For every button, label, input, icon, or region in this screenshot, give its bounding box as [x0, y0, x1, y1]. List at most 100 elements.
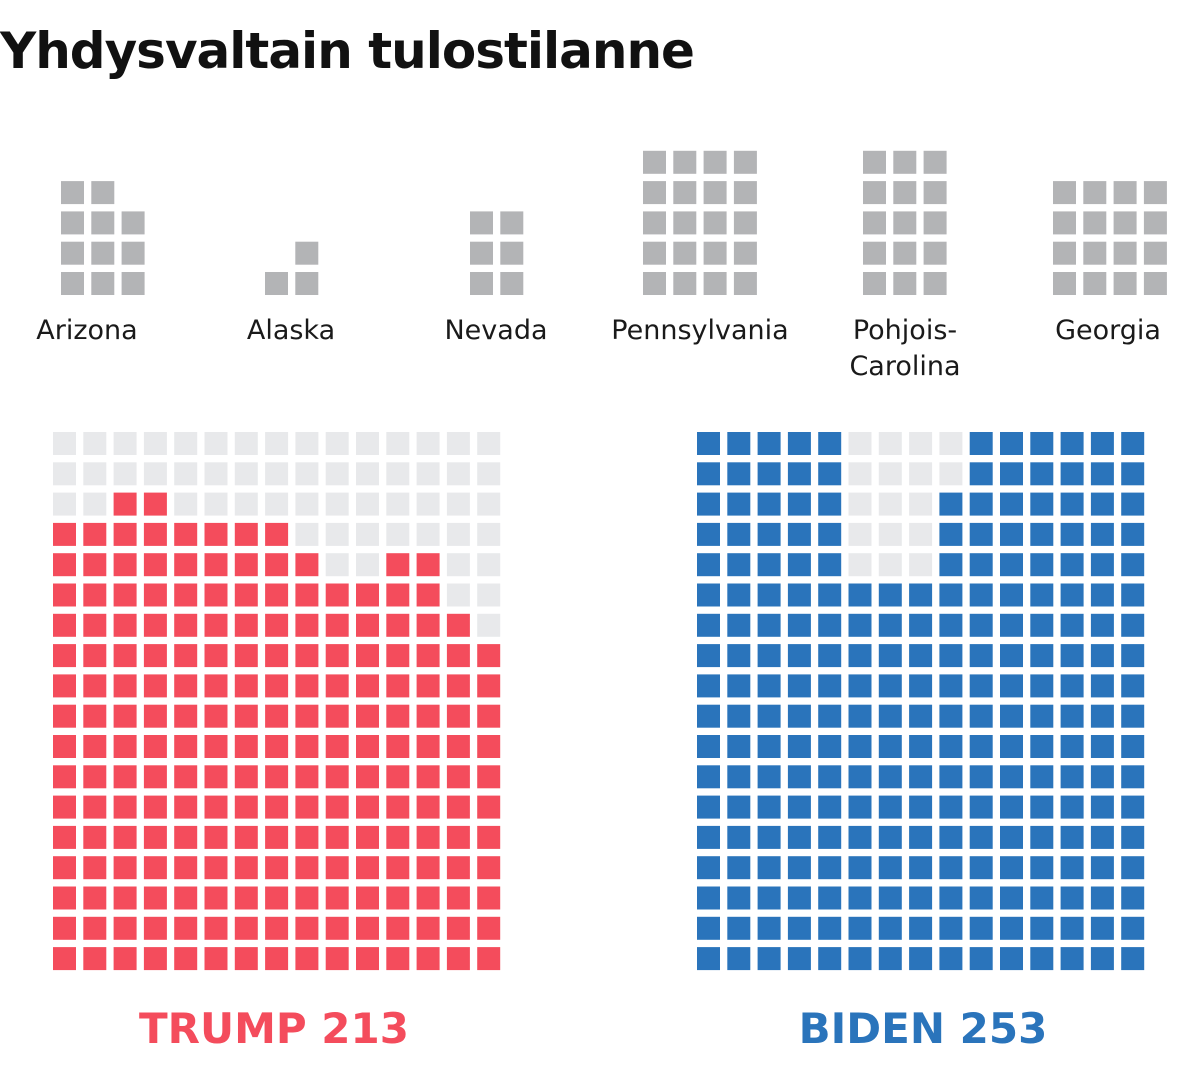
- biden-electoral-vote: [818, 795, 842, 819]
- biden-electoral-vote: [818, 644, 842, 668]
- biden-electoral-vote: [697, 735, 720, 758]
- trump-electoral-vote: [356, 886, 379, 910]
- biden-electoral-vote: [1060, 583, 1084, 607]
- trump-electoral-vote: [53, 644, 76, 668]
- biden-electoral-vote: [757, 886, 781, 910]
- trump-electoral-vote: [446, 947, 470, 971]
- trump-electoral-vote: [325, 644, 349, 668]
- biden-electoral-vote: [697, 492, 720, 516]
- biden-electoral-vote: [909, 856, 933, 880]
- biden-electoral-vote: [697, 644, 720, 668]
- empty-slot: [204, 462, 228, 486]
- trump-electoral-vote: [416, 553, 440, 577]
- biden-electoral-vote: [1090, 765, 1114, 789]
- empty-slot: [416, 432, 440, 455]
- biden-electoral-vote: [939, 856, 963, 880]
- trump-electoral-vote: [416, 644, 440, 668]
- state-square: [863, 150, 886, 174]
- biden-electoral-vote: [1060, 553, 1084, 577]
- trump-electoral-vote: [295, 674, 319, 698]
- biden-electoral-vote: [939, 644, 963, 668]
- trump-electoral-vote: [477, 947, 501, 971]
- trump-electoral-vote: [83, 795, 107, 819]
- biden-electoral-vote: [1090, 825, 1114, 849]
- trump-electoral-vote: [174, 916, 198, 940]
- state-square: [91, 241, 115, 265]
- biden-electoral-vote: [1000, 583, 1023, 607]
- trump-electoral-vote: [53, 886, 76, 910]
- trump-electoral-vote: [325, 674, 349, 698]
- biden-electoral-vote: [787, 735, 811, 758]
- trump-electoral-vote: [204, 522, 228, 546]
- empty-slot: [325, 522, 349, 546]
- trump-electoral-vote: [446, 735, 470, 758]
- empty-slot: [477, 583, 501, 607]
- empty-slot: [386, 492, 410, 516]
- trump-electoral-vote: [325, 916, 349, 940]
- empty-slot: [386, 462, 410, 486]
- state-square: [470, 241, 493, 265]
- biden-electoral-vote: [878, 704, 902, 728]
- state-square: [121, 211, 145, 235]
- trump-electoral-vote: [446, 765, 470, 789]
- biden-electoral-vote: [1030, 886, 1054, 910]
- biden-electoral-vote: [1090, 644, 1114, 668]
- trump-electoral-vote: [265, 522, 289, 546]
- biden-electoral-vote: [787, 825, 811, 849]
- biden-electoral-vote: [969, 856, 993, 880]
- biden-electoral-vote: [818, 492, 842, 516]
- biden-electoral-vote: [727, 674, 751, 698]
- empty-slot: [356, 492, 379, 516]
- biden-electoral-vote: [878, 825, 902, 849]
- state-square: [1143, 272, 1167, 295]
- empty-slot: [234, 492, 258, 516]
- biden-electoral-vote: [909, 947, 933, 971]
- biden-electoral-vote: [1090, 886, 1114, 910]
- biden-electoral-vote: [697, 522, 720, 546]
- biden-electoral-vote: [1060, 492, 1084, 516]
- state-square: [295, 272, 319, 295]
- trump-electoral-vote: [446, 795, 470, 819]
- trump-electoral-vote: [356, 644, 379, 668]
- biden-electoral-vote: [727, 583, 751, 607]
- biden-electoral-vote: [787, 492, 811, 516]
- biden-electoral-vote: [848, 765, 872, 789]
- biden-electoral-vote: [757, 765, 781, 789]
- trump-electoral-vote: [83, 644, 107, 668]
- trump-electoral-vote: [295, 583, 319, 607]
- biden-electoral-vote: [939, 522, 963, 546]
- trump-electoral-vote: [295, 795, 319, 819]
- state-square: [1083, 211, 1107, 235]
- trump-electoral-vote: [446, 704, 470, 728]
- empty-slot: [53, 492, 76, 516]
- biden-electoral-vote: [1121, 522, 1145, 546]
- trump-electoral-vote: [386, 735, 410, 758]
- state-square: [643, 150, 666, 174]
- biden-electoral-vote: [878, 583, 902, 607]
- trump-electoral-vote: [295, 825, 319, 849]
- trump-electoral-vote: [174, 856, 198, 880]
- trump-electoral-vote: [265, 553, 289, 577]
- biden-electoral-vote: [1060, 886, 1084, 910]
- trump-electoral-vote: [356, 916, 379, 940]
- biden-electoral-vote: [1060, 765, 1084, 789]
- state-square: [1053, 241, 1076, 265]
- state-square: [91, 181, 115, 205]
- empty-slot: [477, 613, 501, 637]
- biden-electoral-vote: [757, 674, 781, 698]
- empty-slot: [446, 432, 470, 455]
- state-square: [1113, 241, 1137, 265]
- empty-slot: [446, 492, 470, 516]
- trump-electoral-vote: [356, 947, 379, 971]
- trump-electoral-vote: [113, 522, 137, 546]
- trump-electoral-vote: [143, 522, 167, 546]
- empty-slot: [416, 522, 440, 546]
- trump-electoral-vote: [83, 583, 107, 607]
- trump-electoral-vote: [234, 613, 258, 637]
- trump-electoral-vote: [234, 644, 258, 668]
- biden-electoral-vote: [818, 856, 842, 880]
- biden-electoral-vote: [1060, 916, 1084, 940]
- state-square: [893, 181, 917, 205]
- empty-slot: [53, 462, 76, 486]
- biden-electoral-vote: [1090, 583, 1114, 607]
